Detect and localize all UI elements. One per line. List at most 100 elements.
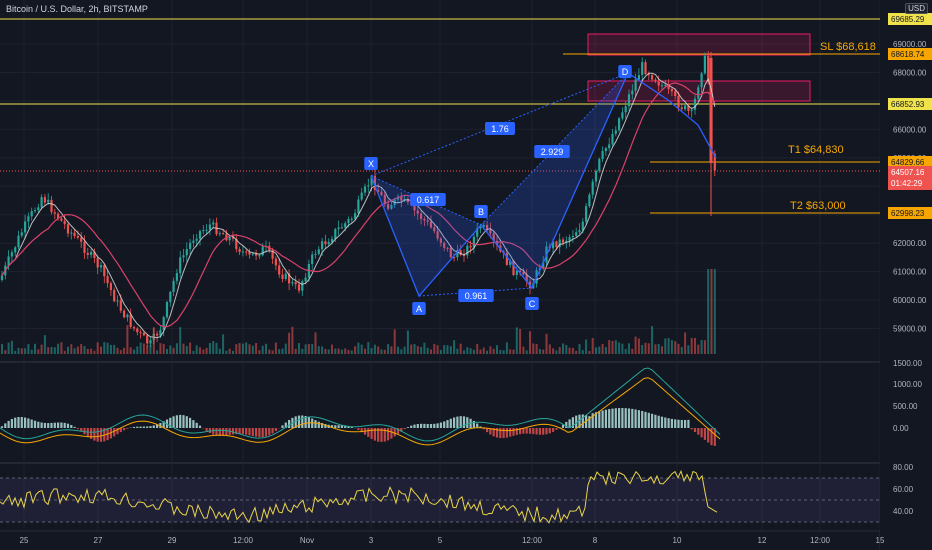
- macd-histogram-bar: [453, 417, 456, 428]
- candle-body: [70, 232, 73, 234]
- volume-bars: [1, 269, 716, 354]
- candle-body: [469, 245, 472, 248]
- macd-histogram-bar: [601, 410, 604, 428]
- volume-bar: [1, 344, 3, 354]
- candle-body: [614, 130, 617, 134]
- candle-body: [482, 224, 485, 227]
- candle-body: [76, 235, 79, 238]
- volume-bar: [489, 346, 492, 354]
- volume-bar: [393, 329, 396, 354]
- macd-histogram-bar: [0, 426, 4, 428]
- slow-ma-line: [1, 82, 716, 328]
- macd-histogram-bar: [297, 415, 301, 428]
- candle-body: [509, 260, 512, 265]
- candle-body: [472, 236, 475, 248]
- volume-bar: [684, 332, 687, 354]
- volume-bar: [90, 348, 93, 354]
- macd-histogram-bar: [231, 428, 235, 435]
- volume-bar: [453, 340, 456, 354]
- volume-bar: [350, 350, 353, 354]
- volume-bar: [449, 346, 452, 354]
- candle-body: [608, 144, 611, 149]
- macd-histogram-bar: [674, 419, 677, 428]
- candle-body: [245, 251, 248, 253]
- volume-bar: [406, 330, 409, 354]
- volume-bar: [57, 343, 60, 354]
- macd-histogram-bar: [624, 408, 627, 428]
- volume-bar: [459, 343, 462, 354]
- harmonic-pattern: X A B C D 0.617 0.961 1.76 2.929: [364, 65, 717, 315]
- macd-histogram-bar: [667, 418, 670, 428]
- candle-body: [575, 232, 578, 236]
- macd-histogram-bar: [627, 408, 631, 428]
- macd-tick-label: 500.00: [893, 402, 918, 411]
- volume-bar: [251, 345, 254, 354]
- volume-bar: [387, 344, 390, 354]
- volume-bar: [73, 348, 76, 354]
- candle-body: [611, 133, 614, 145]
- currency-label[interactable]: USD: [905, 3, 928, 14]
- candle-body: [383, 194, 386, 205]
- volume-bar: [63, 350, 66, 354]
- volume-bar: [581, 350, 584, 354]
- price-tick-label: 69000.00: [893, 40, 927, 49]
- candle-body: [400, 196, 403, 201]
- volume-bar: [436, 345, 439, 354]
- candle-body: [558, 239, 561, 248]
- candle-body: [63, 220, 66, 225]
- candle-body: [139, 332, 142, 334]
- macd-histogram-bar: [330, 425, 334, 428]
- volume-bar: [486, 350, 489, 354]
- macd-tick-label: 1000.00: [893, 380, 922, 389]
- price-tick-label: 62000.00: [893, 239, 927, 248]
- volume-bar: [687, 345, 690, 354]
- volume-bar: [129, 347, 132, 354]
- macd-histogram-bar: [377, 428, 380, 442]
- macd-histogram-bar: [555, 428, 558, 430]
- volume-bar: [664, 338, 667, 354]
- volume-bar: [298, 343, 300, 354]
- candle-body: [294, 282, 297, 285]
- macd-histogram-bar: [542, 428, 545, 435]
- volume-bar: [644, 342, 647, 354]
- volume-bar: [604, 347, 607, 354]
- macd-histogram-bar: [400, 428, 403, 432]
- candle-body: [634, 79, 637, 91]
- volume-bar: [24, 348, 27, 354]
- candle-body: [370, 175, 373, 186]
- candle-body: [99, 265, 103, 268]
- volume-bar: [410, 344, 413, 354]
- macd-histogram-bar: [644, 411, 647, 428]
- candle-body: [439, 238, 442, 243]
- price-badge-label: 69685.29: [891, 15, 925, 24]
- volume-bar: [522, 346, 525, 354]
- volume-bar: [562, 343, 564, 354]
- candle-body: [126, 314, 129, 318]
- candle-body: [651, 75, 654, 80]
- volume-bar: [324, 348, 327, 354]
- macd-histogram-bar: [713, 428, 716, 446]
- volume-bar: [634, 336, 637, 354]
- volume-bar: [595, 347, 597, 354]
- volume-bar: [482, 347, 485, 354]
- candle-body: [674, 91, 677, 96]
- volume-bar: [512, 349, 515, 354]
- candle-body: [360, 192, 363, 200]
- candle-body: [192, 240, 195, 243]
- macd-histogram-bar: [208, 428, 211, 434]
- macd-histogram-bar: [611, 408, 614, 428]
- candle-body: [700, 73, 703, 88]
- macd-histogram-bar: [7, 420, 10, 428]
- macd-histogram-bar: [334, 425, 337, 428]
- price-badge-label: 64507.16: [891, 168, 925, 177]
- volume-bar: [235, 344, 238, 354]
- volume-bar: [4, 350, 7, 354]
- volume-bar: [601, 343, 604, 354]
- candle-body: [83, 241, 86, 253]
- candle-body: [637, 75, 640, 80]
- candle-body: [578, 230, 581, 233]
- candle-body: [261, 246, 264, 256]
- candle-body: [680, 107, 683, 110]
